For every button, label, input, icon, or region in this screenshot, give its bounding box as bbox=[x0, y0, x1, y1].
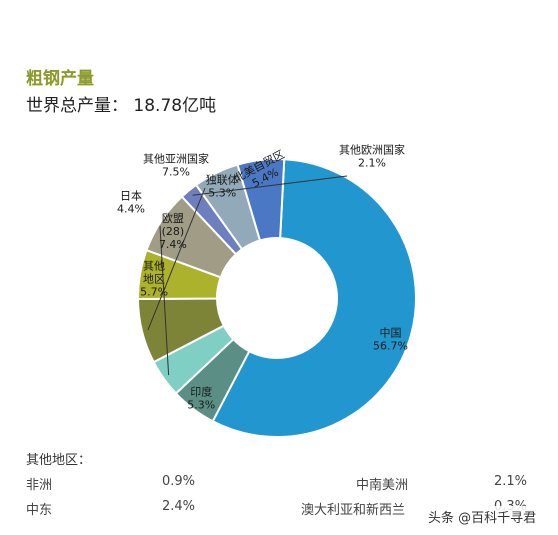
other-region-name: 非洲 bbox=[26, 478, 53, 493]
donut-slice bbox=[211, 158, 417, 438]
other-region-value: 0.9% bbox=[162, 474, 196, 489]
chart-title: 粗钢产量 bbox=[26, 69, 94, 89]
slice-label: 日本 4.4% bbox=[117, 189, 145, 216]
leader-line bbox=[147, 187, 206, 331]
donut-slice bbox=[236, 158, 286, 242]
other-region-name: 中南美洲 bbox=[356, 478, 409, 493]
chart-subtitle: 世界总产量： 18.78亿吨 bbox=[26, 96, 217, 116]
other-region-value: 2.4% bbox=[162, 499, 196, 514]
slice-label: 独联体 5.3% bbox=[206, 172, 239, 199]
slice-label: 中国 56.7% bbox=[373, 326, 408, 352]
slice-label: 其他欧洲国家 2.1% bbox=[339, 143, 405, 170]
other-region-name: 中东 bbox=[26, 503, 53, 518]
leader-line bbox=[192, 175, 348, 196]
leader-line bbox=[159, 225, 170, 376]
slice-label: 欧盟(28) 7.4% bbox=[159, 212, 187, 251]
other-regions-title: 其他地区： bbox=[26, 453, 92, 468]
slice-label: 其他地区 5.7% bbox=[140, 260, 168, 299]
other-region-value: 2.1% bbox=[494, 474, 528, 489]
other-region-name: 澳大利亚和新西兰 bbox=[301, 503, 406, 518]
slice-label: 其他亚洲国家 7.5% bbox=[143, 152, 209, 179]
slice-label: 印度 5.3% bbox=[187, 385, 215, 412]
watermark: 头条 @百科千寻君 bbox=[426, 506, 539, 527]
